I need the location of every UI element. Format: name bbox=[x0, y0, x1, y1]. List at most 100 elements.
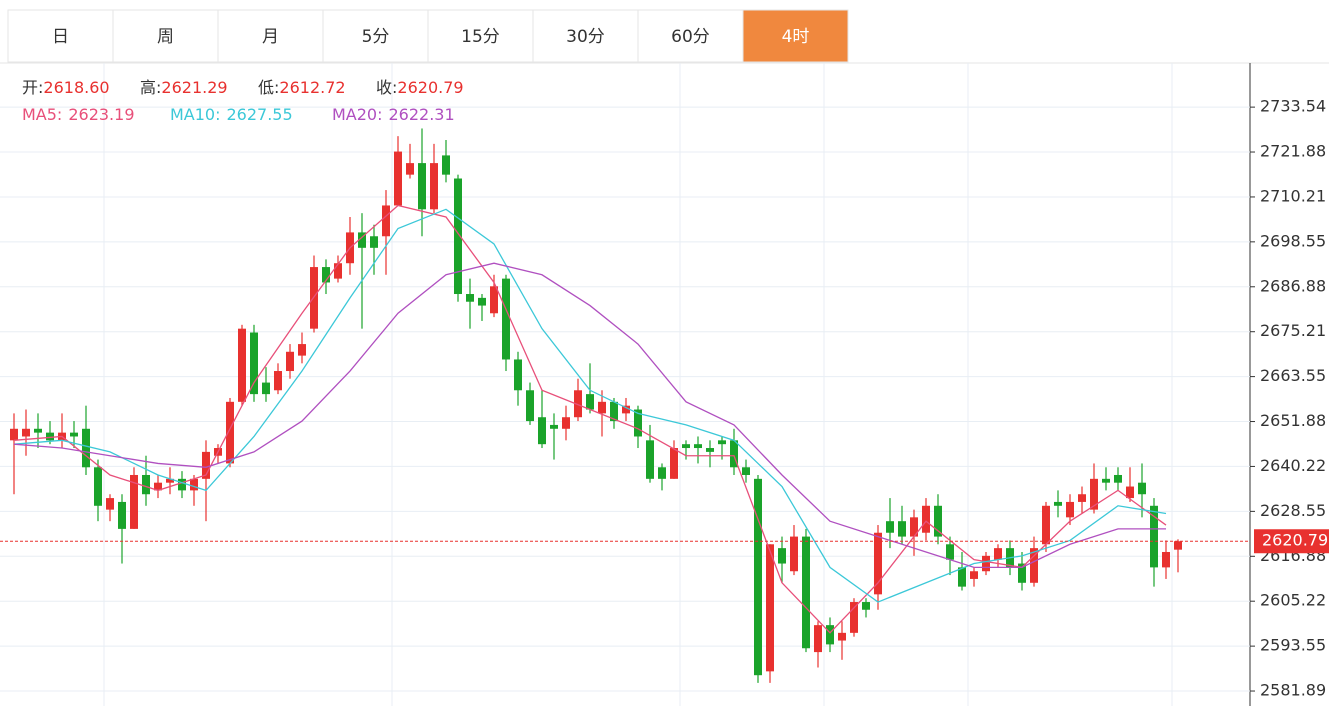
ohlc-value: 2620.79 bbox=[397, 78, 463, 97]
candle-body bbox=[682, 444, 690, 449]
candle-body bbox=[502, 278, 510, 360]
candle-body bbox=[370, 236, 378, 248]
candle-body bbox=[898, 521, 906, 537]
candle-body bbox=[286, 351, 294, 372]
candle-body bbox=[142, 474, 150, 495]
candle-body bbox=[178, 478, 186, 491]
ma-line bbox=[13, 204, 1167, 634]
candle-body bbox=[1054, 501, 1062, 506]
tab[interactable] bbox=[217, 9, 324, 63]
candle-body bbox=[334, 263, 342, 279]
candle-body bbox=[1042, 505, 1050, 545]
tab-label[interactable]: 60分 bbox=[671, 27, 710, 47]
y-tick-label: 2593.55 bbox=[1260, 636, 1326, 655]
candle-body bbox=[838, 632, 846, 641]
candle-body bbox=[490, 286, 498, 314]
candle-body bbox=[718, 440, 726, 445]
tab[interactable] bbox=[532, 9, 639, 63]
y-tick-label: 2663.55 bbox=[1260, 366, 1326, 385]
y-tick-label: 2686.88 bbox=[1260, 276, 1326, 295]
candle-body bbox=[742, 467, 750, 475]
candle-body bbox=[658, 467, 666, 479]
candle-body bbox=[886, 521, 894, 533]
candle-body bbox=[46, 432, 54, 441]
tab[interactable] bbox=[322, 9, 429, 63]
tab[interactable] bbox=[7, 9, 114, 63]
tab-label[interactable]: 5分 bbox=[362, 27, 390, 47]
candle-body bbox=[130, 474, 138, 529]
candle-body bbox=[118, 501, 126, 529]
tab[interactable] bbox=[637, 9, 744, 63]
tab-label[interactable]: 4时 bbox=[782, 27, 810, 47]
tab[interactable] bbox=[742, 9, 849, 63]
candle-body bbox=[358, 232, 366, 248]
candle-body bbox=[562, 417, 570, 429]
ohlc-value: 2612.72 bbox=[279, 78, 345, 97]
candle-body bbox=[166, 478, 174, 483]
candle-body bbox=[1150, 505, 1158, 568]
y-tick-label: 2733.54 bbox=[1260, 97, 1326, 116]
candle-body bbox=[1126, 486, 1134, 499]
candle-body bbox=[670, 448, 678, 479]
candle-body bbox=[394, 151, 402, 206]
ohlc-value: 2618.60 bbox=[43, 78, 109, 97]
candle-body bbox=[70, 432, 78, 437]
header-label: 收:2620.79 bbox=[376, 78, 464, 97]
y-tick-label: 2710.21 bbox=[1260, 186, 1326, 205]
candle-body bbox=[634, 409, 642, 437]
candle-body bbox=[970, 571, 978, 579]
candle-body bbox=[790, 536, 798, 572]
ma-value: 2627.55 bbox=[227, 105, 293, 124]
tab-label[interactable]: 15分 bbox=[461, 27, 500, 47]
candle-body bbox=[1018, 563, 1026, 583]
header-label: 开:2618.60 bbox=[22, 78, 110, 97]
candle-body bbox=[202, 451, 210, 479]
candle-body bbox=[34, 428, 42, 433]
candle-body bbox=[694, 444, 702, 449]
candle-body bbox=[526, 390, 534, 422]
ma-line bbox=[13, 208, 1167, 603]
candle-body bbox=[454, 178, 462, 295]
ohlc-label: 收: bbox=[376, 78, 397, 97]
candle-body bbox=[94, 467, 102, 506]
y-tick-label: 2605.22 bbox=[1260, 591, 1326, 610]
ma-line bbox=[13, 262, 1166, 569]
candle-body bbox=[538, 417, 546, 445]
candle-body bbox=[730, 440, 738, 468]
ma-legend: MA10: 2627.55 bbox=[170, 105, 293, 124]
candle-body bbox=[610, 401, 618, 422]
candle-body bbox=[982, 555, 990, 572]
candle-body bbox=[586, 394, 594, 410]
candle-body bbox=[1138, 482, 1146, 495]
candle-body bbox=[934, 505, 942, 537]
candle-body bbox=[154, 482, 162, 491]
tab-label[interactable]: 30分 bbox=[566, 27, 605, 47]
header-label: 低:2612.72 bbox=[258, 78, 346, 97]
tab-label[interactable]: 周 bbox=[157, 27, 174, 47]
ma-legend: MA20: 2622.31 bbox=[332, 105, 455, 124]
candle-body bbox=[1078, 494, 1086, 502]
y-tick-label: 2640.22 bbox=[1260, 456, 1326, 475]
candle-body bbox=[322, 267, 330, 283]
candle-body bbox=[754, 478, 762, 676]
price-tag bbox=[1254, 529, 1329, 554]
candle-body bbox=[82, 428, 90, 468]
candle-body bbox=[958, 567, 966, 587]
candle-body bbox=[274, 371, 282, 391]
candle-body bbox=[1066, 501, 1074, 518]
ohlc-label: 开: bbox=[22, 78, 43, 97]
tab-label[interactable]: 月 bbox=[262, 27, 279, 47]
candle-body bbox=[298, 344, 306, 356]
candle-body bbox=[1162, 551, 1170, 568]
candle-body bbox=[106, 498, 114, 510]
candle-body bbox=[802, 536, 810, 649]
candle-body bbox=[922, 505, 930, 533]
candle-body bbox=[826, 625, 834, 645]
ohlc-label: 高: bbox=[140, 78, 161, 97]
tab[interactable] bbox=[112, 9, 219, 63]
candle-body bbox=[238, 328, 246, 402]
candle-body bbox=[874, 532, 882, 595]
tab-label[interactable]: 日 bbox=[52, 27, 69, 47]
